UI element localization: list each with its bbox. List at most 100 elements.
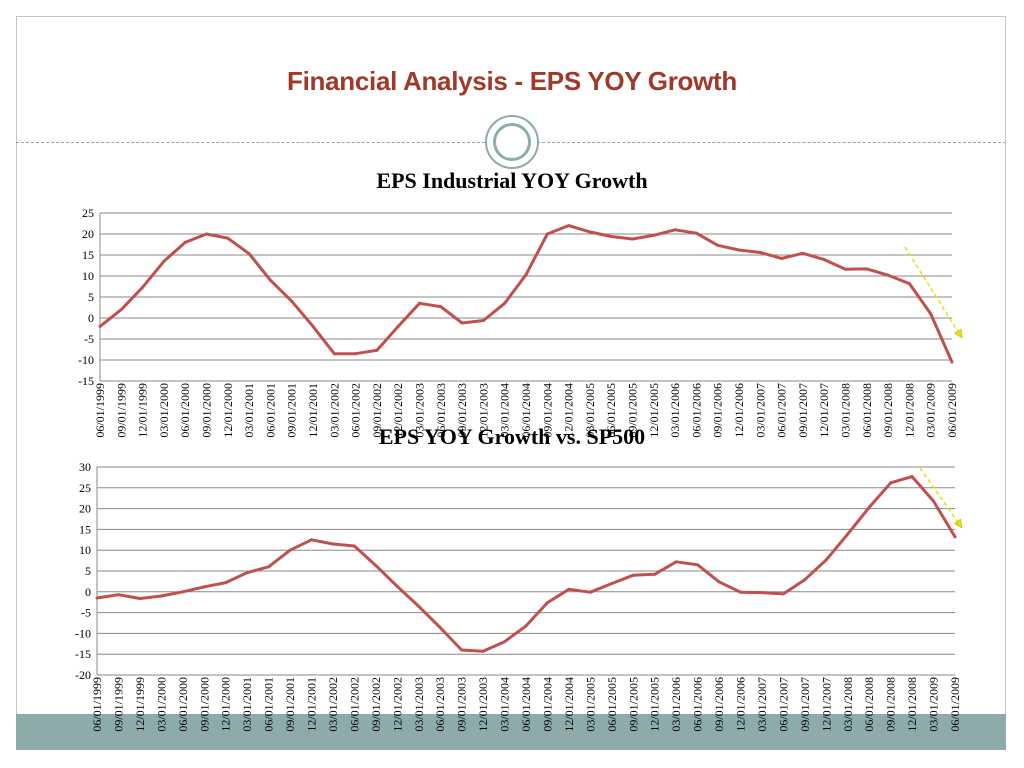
data-point: [418, 301, 421, 305]
x-tick-label: 12/01/2008: [902, 383, 916, 438]
x-tick-label: 09/01/2001: [285, 383, 299, 438]
decorative-circle-icon: [485, 115, 539, 169]
data-point: [374, 564, 378, 568]
x-tick-label: 12/01/2007: [817, 383, 831, 438]
y-tick-label: 0: [88, 311, 94, 325]
x-tick-label: 06/01/2001: [262, 677, 276, 732]
y-tick-label: 25: [79, 481, 91, 495]
data-point: [375, 348, 379, 352]
x-tick-label: 06/01/2009: [948, 677, 962, 732]
data-point: [417, 604, 421, 608]
x-tick-label: 06/01/1999: [93, 383, 107, 438]
x-axis-labels: 06/01/1999 09/01/1999 12/01/1999 03/01/2000…: [90, 677, 962, 732]
data-point: [439, 305, 443, 309]
x-tick-label: 06/01/2009: [945, 383, 959, 438]
data-point: [183, 240, 187, 244]
data-point: [824, 558, 828, 562]
trend-arrow-head: [953, 518, 963, 529]
x-tick-label: 06/01/2002: [349, 383, 363, 438]
x-tick-label: 03/01/2004: [498, 383, 512, 438]
x-tick-label: 03/01/2005: [583, 677, 597, 732]
data-point: [932, 499, 936, 503]
x-tick-label: 03/01/2009: [924, 383, 938, 438]
data-point: [290, 299, 294, 303]
data-point: [481, 319, 485, 323]
y-tick-label: 0: [85, 585, 91, 599]
x-tick-label: 03/01/2008: [839, 383, 853, 438]
x-tick-label: 09/01/1999: [111, 677, 125, 732]
data-point: [716, 243, 720, 247]
trend-arrow-icon: [919, 467, 963, 529]
x-tick-label: 03/01/2004: [498, 677, 512, 732]
x-tick-label: 06/01/2008: [862, 677, 876, 732]
x-tick-label: 12/01/2000: [219, 677, 233, 732]
data-point: [889, 481, 893, 485]
x-tick-label: 03/01/2008: [841, 677, 855, 732]
data-point: [268, 278, 272, 282]
y-tick-label: 20: [82, 227, 94, 241]
x-tick-label: 12/01/2006: [734, 677, 748, 732]
x-tick-label: 12/01/2008: [905, 677, 919, 732]
data-point: [503, 640, 507, 644]
x-tick-label: 06/01/2004: [519, 383, 533, 438]
x-tick-label: 09/01/2008: [881, 383, 895, 438]
data-point: [396, 324, 400, 328]
data-point: [803, 578, 807, 582]
data-point: [138, 596, 142, 600]
y-tick-label: 20: [79, 502, 91, 516]
x-tick-label: 03/01/2003: [412, 677, 426, 732]
x-tick-label: 03/01/2007: [755, 677, 769, 732]
x-tick-label: 06/01/2004: [519, 677, 533, 732]
y-tick-label: 15: [79, 522, 91, 536]
x-tick-label: 03/01/2000: [157, 383, 171, 438]
x-tick-label: 06/01/2007: [775, 383, 789, 438]
x-tick-label: 03/01/2007: [753, 383, 767, 438]
x-tick-label: 12/01/2006: [732, 383, 746, 438]
x-tick-label: 09/01/2007: [796, 383, 810, 438]
data-point: [929, 312, 933, 316]
footer-bar: [16, 714, 1006, 750]
data-point: [780, 256, 784, 260]
x-tick-label: 12/01/1999: [136, 383, 150, 438]
decorative-inner-circle: [493, 123, 531, 161]
x-tick-label: 03/01/2001: [240, 677, 254, 732]
data-point: [116, 593, 120, 597]
slide-title: Financial Analysis - EPS YOY Growth: [287, 66, 737, 96]
x-tick-label: 06/01/2001: [263, 383, 277, 438]
data-point: [247, 252, 251, 256]
data-point: [438, 626, 442, 630]
data-point: [631, 237, 634, 241]
y-tick-label: -5: [81, 606, 91, 620]
x-tick-label: 12/01/2002: [391, 383, 405, 438]
x-tick-label: 09/01/2006: [711, 383, 725, 438]
data-point: [717, 580, 721, 584]
x-tick-label: 06/01/2003: [433, 677, 447, 732]
x-tick-label: 06/01/2003: [434, 383, 448, 438]
chart-1-title: EPS Industrial YOY Growth: [376, 168, 648, 193]
grid: 30 25 20 15 10 5 0 -5 -10 -15 -20: [75, 460, 955, 682]
x-tick-label: 03/01/2000: [154, 677, 168, 732]
data-point: [588, 590, 592, 594]
data-point: [288, 548, 292, 552]
data-point: [267, 565, 271, 569]
x-tick-label: 09/01/2008: [884, 677, 898, 732]
x-tick-label: 09/01/1999: [114, 383, 128, 438]
data-point: [545, 601, 549, 605]
x-tick-label: 03/01/2001: [242, 383, 256, 438]
data-point: [653, 572, 657, 576]
y-tick-label: 10: [79, 543, 91, 557]
data-point: [694, 231, 698, 235]
x-tick-label: 06/01/2002: [347, 677, 361, 732]
x-tick-label: 12/01/2002: [390, 677, 404, 732]
data-point: [844, 267, 847, 271]
data-point: [739, 590, 742, 594]
data-point: [907, 282, 911, 286]
data-point: [865, 267, 869, 271]
x-tick-label: 06/01/2000: [178, 383, 192, 438]
trend-arrow-head: [953, 328, 963, 339]
data-point: [867, 505, 871, 509]
x-tick-label: 09/01/2003: [455, 677, 469, 732]
data-point: [737, 248, 741, 252]
